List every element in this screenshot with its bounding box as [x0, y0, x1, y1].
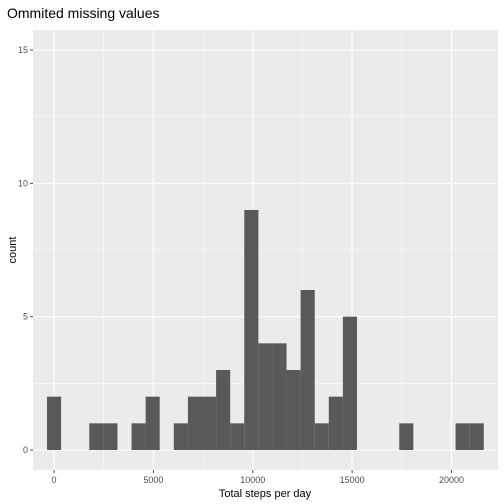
- histogram-bar: [399, 423, 414, 450]
- histogram-bar: [89, 423, 104, 450]
- histogram-bar: [300, 290, 315, 450]
- histogram-bars: [47, 210, 484, 450]
- histogram-bar: [272, 343, 287, 450]
- histogram-bar: [455, 423, 470, 450]
- x-tick-label: 5000: [143, 475, 163, 485]
- y-axis: 0 5 10 15: [18, 45, 33, 455]
- histogram-bar: [342, 316, 357, 450]
- histogram-bar: [131, 423, 146, 450]
- histogram-bar: [103, 423, 118, 450]
- histogram-bar: [173, 423, 188, 450]
- x-tick-label: 0: [52, 475, 57, 485]
- x-tick-label: 20000: [439, 475, 464, 485]
- minor-gridlines: [33, 30, 498, 470]
- x-tick-label: 10000: [240, 475, 265, 485]
- histogram-bar: [47, 396, 62, 450]
- histogram-bar: [244, 210, 259, 450]
- histogram-bar: [286, 370, 301, 450]
- y-tick-label: 5: [23, 312, 28, 322]
- chart-title: Ommited missing values: [7, 5, 160, 21]
- histogram-bar: [145, 396, 160, 450]
- histogram-bar: [328, 396, 343, 450]
- x-tick-label: 15000: [340, 475, 365, 485]
- x-axis-title: Total steps per day: [219, 488, 312, 500]
- histogram-bar: [187, 396, 202, 450]
- histogram-bar: [216, 370, 231, 450]
- y-tick-label: 10: [18, 178, 28, 188]
- y-tick-label: 0: [23, 445, 28, 455]
- histogram-bar: [201, 396, 217, 450]
- histogram-bar: [314, 423, 329, 450]
- y-axis-title: count: [7, 237, 19, 264]
- histogram-bar: [469, 423, 484, 450]
- y-tick-label: 15: [18, 45, 28, 55]
- histogram-bar: [258, 343, 273, 450]
- histogram-bar: [230, 423, 245, 450]
- x-axis: 0 5000 10000 15000 20000: [52, 470, 464, 485]
